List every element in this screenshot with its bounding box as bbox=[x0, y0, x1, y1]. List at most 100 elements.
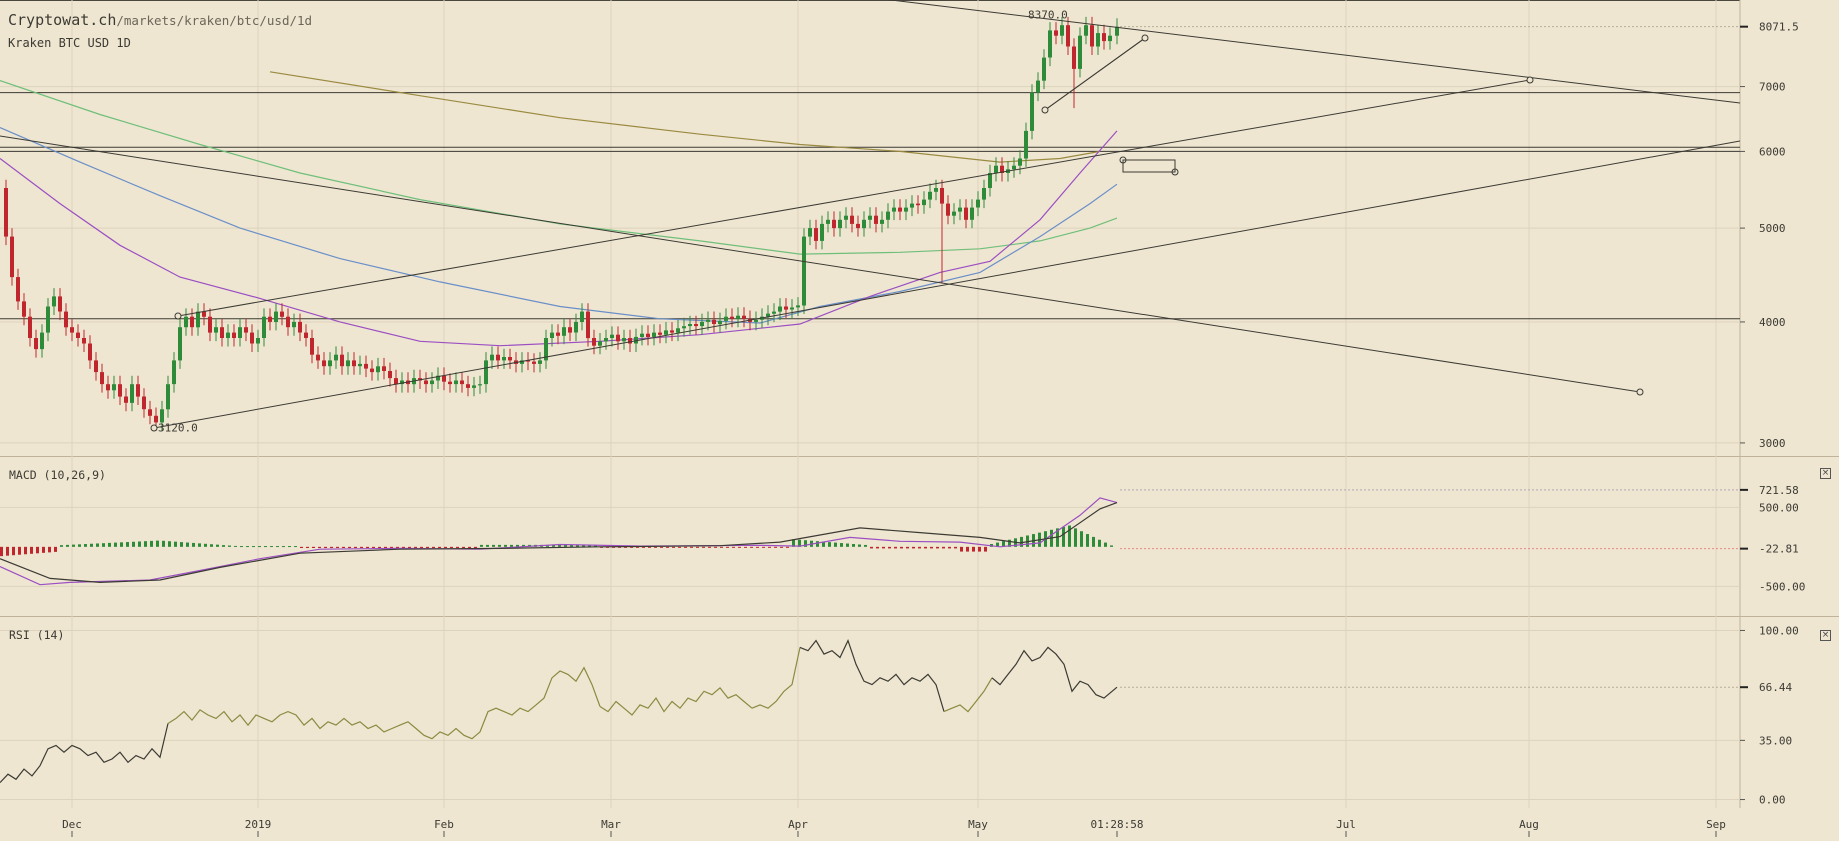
candle-body bbox=[58, 296, 62, 312]
candle-body bbox=[472, 385, 476, 388]
candle-body bbox=[490, 354, 494, 361]
site-name[interactable]: Cryptowat.ch bbox=[8, 11, 117, 29]
macd-histogram-bar bbox=[756, 546, 759, 548]
macd-histogram-bar bbox=[732, 546, 735, 548]
macd-histogram-bar bbox=[180, 542, 183, 547]
macd-tick-label: 721.58 bbox=[1759, 484, 1799, 497]
ma-purple-line bbox=[0, 130, 1118, 347]
candle-body bbox=[826, 219, 830, 224]
macd-histogram-bar bbox=[312, 546, 315, 549]
macd-histogram-bar bbox=[576, 544, 579, 547]
macd-histogram-bar bbox=[684, 546, 687, 548]
candle-body bbox=[916, 203, 920, 206]
macd-histogram-bar bbox=[78, 544, 81, 547]
candle-body bbox=[382, 366, 386, 371]
macd-histogram-bar bbox=[840, 543, 843, 547]
candle-body bbox=[568, 327, 572, 333]
macd-histogram-bar bbox=[198, 543, 201, 547]
macd-histogram-bar bbox=[1008, 539, 1011, 547]
macd-histogram-bar bbox=[996, 542, 999, 547]
candle-body bbox=[892, 207, 896, 212]
x-tick-label: Feb bbox=[434, 818, 454, 831]
candle-body bbox=[214, 327, 218, 333]
market-subtitle: Kraken BTC USD 1D bbox=[8, 36, 131, 50]
candle-body bbox=[190, 316, 194, 328]
candle-body bbox=[922, 199, 926, 206]
macd-histogram-bar bbox=[84, 544, 87, 547]
candle-body bbox=[274, 311, 278, 322]
rsi-panel-label: RSI (14) bbox=[9, 628, 65, 642]
macd-histogram-bar bbox=[264, 546, 267, 548]
macd-tick-label: -22.81 bbox=[1759, 543, 1799, 556]
rsi-line bbox=[943, 677, 993, 713]
macd-histogram-bar bbox=[768, 546, 771, 548]
candle-body bbox=[340, 354, 344, 367]
macd-histogram-bar bbox=[774, 546, 777, 548]
candle-body bbox=[70, 327, 74, 333]
macd-histogram-bar bbox=[648, 546, 651, 548]
macd-histogram-bar bbox=[504, 544, 507, 547]
macd-histogram-bar bbox=[210, 544, 213, 547]
macd-histogram-bar bbox=[450, 546, 453, 549]
macd-histogram-bar bbox=[132, 541, 135, 547]
candle-body bbox=[64, 311, 68, 328]
candle-body bbox=[550, 332, 554, 338]
macd-histogram-bar bbox=[702, 546, 705, 548]
candle-body bbox=[610, 334, 614, 338]
macd-close-icon[interactable]: × bbox=[1820, 468, 1831, 479]
candle-body bbox=[496, 354, 500, 361]
candle-body bbox=[478, 384, 482, 386]
macd-histogram-bar bbox=[396, 546, 399, 549]
candle-body bbox=[526, 360, 530, 362]
x-tick-label: Dec bbox=[62, 818, 82, 831]
candle-body bbox=[1072, 46, 1076, 69]
macd-histogram-bar bbox=[36, 546, 39, 554]
macd-histogram-bar bbox=[1002, 541, 1005, 547]
rsi-line bbox=[0, 723, 169, 784]
candle-body bbox=[1078, 35, 1082, 69]
candle-body bbox=[280, 311, 284, 317]
candle-body bbox=[424, 380, 428, 385]
macd-histogram-bar bbox=[564, 544, 567, 547]
macd-histogram-bar bbox=[60, 545, 63, 547]
candle-body bbox=[964, 207, 968, 220]
macd-histogram-bar bbox=[984, 546, 987, 552]
macd-histogram-bar bbox=[1020, 536, 1023, 547]
macd-histogram-bar bbox=[468, 546, 471, 549]
candle-body bbox=[196, 311, 200, 328]
macd-histogram-bar bbox=[174, 541, 177, 547]
candle-body bbox=[208, 316, 212, 333]
candle-body bbox=[970, 207, 974, 220]
candle-body bbox=[718, 320, 722, 325]
candle-body bbox=[388, 371, 392, 379]
rsi-tick-label: 0.00 bbox=[1759, 794, 1786, 807]
macd-histogram-bar bbox=[1092, 536, 1095, 547]
candle-body bbox=[484, 360, 488, 385]
candle-body bbox=[418, 378, 422, 381]
candle-body bbox=[460, 380, 464, 385]
macd-histogram-bar bbox=[66, 544, 69, 547]
candle-body bbox=[958, 207, 962, 212]
macd-histogram-bar bbox=[546, 544, 549, 547]
macd-histogram-bar bbox=[1110, 545, 1113, 547]
candle-body bbox=[802, 236, 806, 306]
candle-body bbox=[52, 296, 56, 307]
candle-body bbox=[1018, 158, 1022, 166]
candle-body bbox=[202, 311, 206, 317]
candle-body bbox=[904, 207, 908, 212]
macd-histogram-bar bbox=[420, 546, 423, 549]
candle-body bbox=[436, 375, 440, 381]
candle-body bbox=[262, 316, 266, 338]
trend-line bbox=[0, 135, 1641, 393]
x-tick-label: Apr bbox=[788, 818, 808, 831]
candle-body bbox=[94, 360, 98, 373]
drawing-handle bbox=[1041, 106, 1049, 114]
candle-body bbox=[664, 330, 668, 335]
rsi-close-icon[interactable]: × bbox=[1820, 630, 1831, 641]
candle-body bbox=[1060, 25, 1064, 36]
candle-body bbox=[736, 315, 740, 319]
candle-body bbox=[508, 357, 512, 361]
candle-body bbox=[1066, 25, 1070, 47]
